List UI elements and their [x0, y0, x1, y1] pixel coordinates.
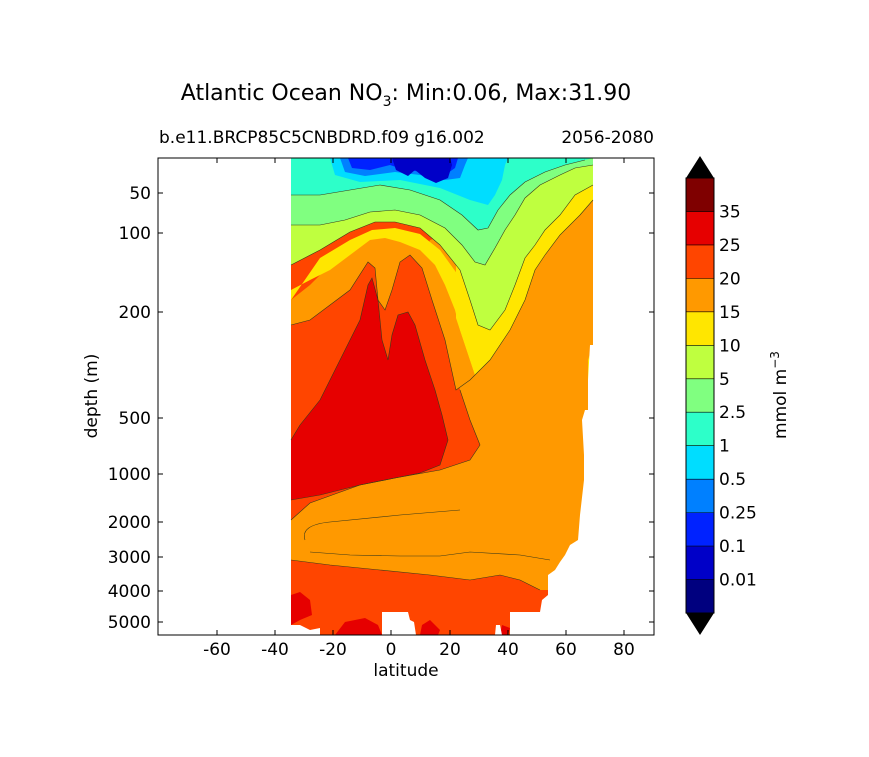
colorbar-band: [686, 378, 714, 413]
band-25-bottom-east: [420, 620, 440, 635]
colorbar-tick-label: 10: [719, 336, 741, 356]
x-tick-label: 0: [386, 640, 397, 660]
x-tick-label: 60: [555, 640, 577, 660]
colorbar-label: mmol m−3: [768, 351, 791, 439]
band-25-35-core: [291, 278, 448, 500]
colorbar-band: [686, 546, 714, 580]
bathymetry-ridge: [495, 625, 502, 635]
x-tick-label: -60: [203, 640, 231, 660]
y-tick-label: 2000: [108, 513, 151, 533]
colorbar-band: [686, 345, 714, 380]
colorbar-tick-label: 0.5: [719, 470, 746, 490]
colorbar-band: [686, 211, 714, 246]
plot-frame: [157, 157, 655, 636]
band-20-25-upper: [291, 158, 593, 615]
colorbar-tick-label: 0.1: [719, 537, 746, 557]
colorbar-band: [686, 579, 714, 614]
x-tick-label: -40: [261, 640, 289, 660]
colorbar-extend-min: [686, 613, 714, 635]
bathymetry-east: [510, 345, 593, 635]
colorbar-tick-label: 20: [719, 269, 741, 289]
colorbar-band: [686, 311, 714, 346]
colorbar-band: [686, 512, 714, 547]
colorbar-frame: [685, 177, 715, 614]
chart-subtitle-right: 2056-2080: [561, 128, 654, 148]
y-tick-label: 500: [119, 409, 151, 429]
colorbar-tick-label: 5: [719, 370, 730, 390]
colorbar: 0.01 0.1 0.25 0.5 1 2.5 5 10 15 20 25 35 mmol m−3: [685, 156, 791, 635]
band-15-20-upper: [291, 232, 475, 390]
chart-title: Atlantic Ocean NO3: Min:0.06, Max:31.90: [181, 81, 631, 110]
y-axis-label: depth (m): [82, 354, 102, 439]
bathymetry-west: [291, 625, 320, 635]
x-tick-label: 20: [439, 640, 461, 660]
colorbar-band: [686, 278, 714, 313]
y-tick-label: 1000: [108, 465, 151, 485]
x-tick-label: 80: [613, 640, 635, 660]
y-tick-label: 200: [119, 303, 151, 323]
bathymetry-mid: [382, 612, 416, 635]
contour-field: [290, 158, 594, 635]
colorbar-tick-label: 35: [719, 202, 741, 222]
band-10-15-upper: [291, 228, 495, 375]
colorbar-tick-label: 15: [719, 303, 741, 323]
colorbar-band: [686, 244, 714, 279]
band-25-bottom-west: [291, 592, 312, 625]
colorbar-band: [686, 178, 714, 212]
colorbar-extend-max: [686, 156, 714, 178]
x-axis-label: latitude: [373, 661, 438, 681]
colorbar-tick-label: 1: [719, 437, 730, 457]
y-axis: 50 100 200 500 1000 2000 3000 4000 5000 …: [82, 184, 654, 633]
x-axis: -60 -40 -20 0 20 40 60 80 latitude: [203, 158, 635, 681]
y-tick-label: 100: [119, 224, 151, 244]
colorbar-tick-label: 2.5: [719, 403, 746, 423]
colorbar-band: [686, 412, 714, 446]
band-tongue-2500: [304, 510, 580, 560]
chart-subtitle-left: b.e11.BRCP85C5CNBDRD.f09 g16.002: [159, 128, 485, 148]
colorbar-tick-label: 0.25: [719, 504, 757, 524]
y-tick-label: 4000: [108, 582, 151, 602]
x-tick-label: -20: [319, 640, 347, 660]
colorbar-tick-label: 0.01: [719, 571, 757, 591]
band-0.01-0.1: [392, 158, 452, 183]
y-tick-label: 5000: [108, 613, 151, 633]
contour-lines: [290, 159, 594, 591]
y-tick-label: 3000: [108, 548, 151, 568]
colorbar-band: [686, 479, 714, 513]
colorbar-tick-label: 25: [719, 236, 741, 256]
x-tick-label: 40: [497, 640, 519, 660]
y-tick-label: 50: [129, 184, 151, 204]
colorbar-band: [686, 445, 714, 480]
band-25-bottom-mid: [335, 618, 382, 635]
